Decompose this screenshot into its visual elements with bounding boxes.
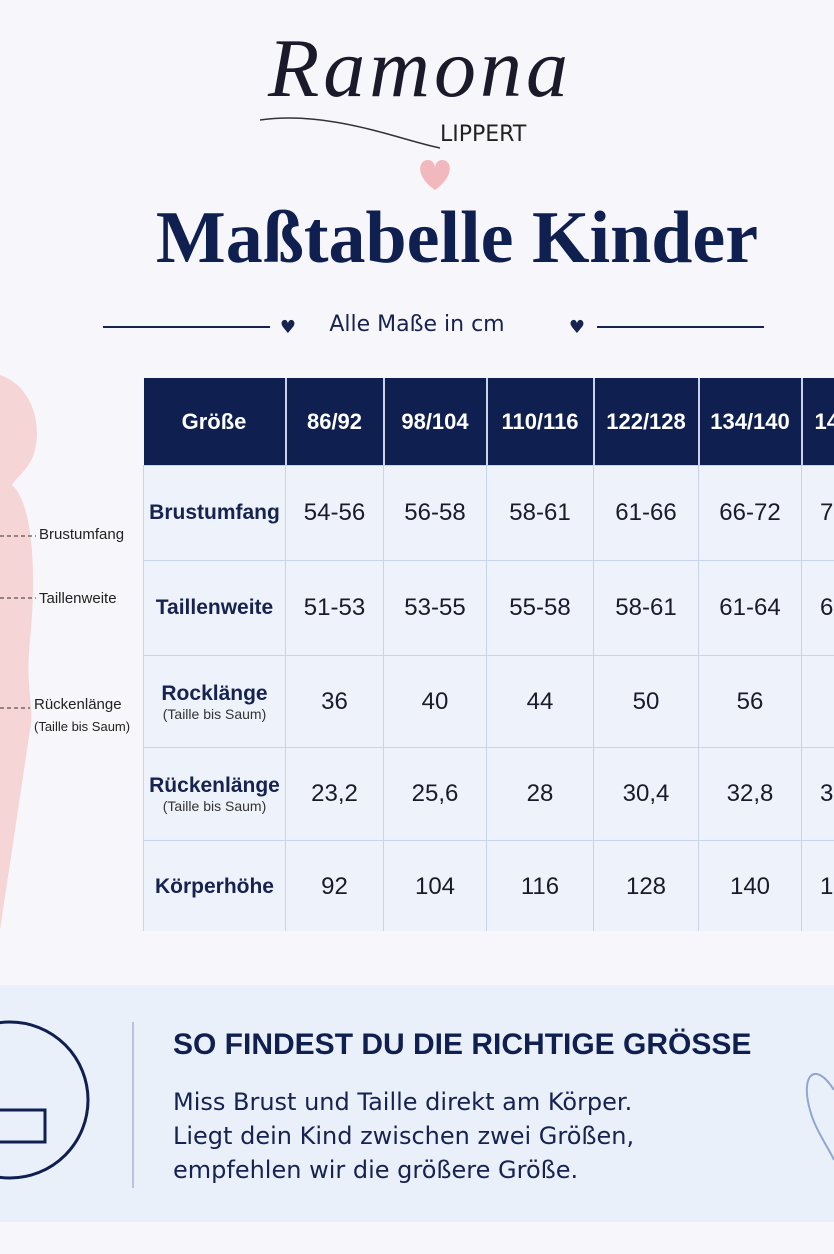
cell: 58-61 bbox=[486, 465, 594, 561]
tip-box bbox=[0, 985, 834, 1222]
row: Körperhöhe 92 104 116 128 140 1 bbox=[143, 840, 834, 931]
header-row: Größe 86/92 98/104 110/116 122/128 134/140 14 bbox=[143, 378, 834, 466]
row: Rückenlänge (Taille bis Saum) 23,2 25,6 28 30… bbox=[143, 747, 834, 841]
tip-line: Liegt dein Kind zwischen zwei Größen, bbox=[173, 1122, 635, 1150]
header-cell: 86/92 bbox=[285, 378, 385, 466]
cell: 3 bbox=[801, 747, 834, 841]
figure-label: Taillenweite bbox=[39, 590, 117, 607]
row: Brustumfang 54-56 56-58 58-61 61-66 66-72 7 bbox=[143, 465, 834, 561]
cell: 58-61 bbox=[593, 560, 699, 656]
cell: 55-58 bbox=[486, 560, 594, 656]
cell: 140 bbox=[698, 840, 802, 931]
cell: 6 bbox=[801, 560, 834, 656]
header-cell: Größe bbox=[143, 378, 287, 466]
heart-icon: ♥ bbox=[569, 317, 585, 338]
row: Rocklänge (Taille bis Saum) 36 40 44 50 56 bbox=[143, 655, 834, 748]
tip-heading: SO FINDEST DU DIE RICHTIGE GRÖSSE bbox=[173, 1028, 752, 1061]
header-cell: 14 bbox=[801, 378, 834, 466]
size-table: Größe 86/92 98/104 110/116 122/128 134/140 14 B… bbox=[143, 378, 834, 931]
row: Taillenweite 51-53 53-55 55-58 58-61 61-64 6 bbox=[143, 560, 834, 656]
cell: 92 bbox=[285, 840, 384, 931]
cell: 40 bbox=[383, 655, 487, 748]
cell: 44 bbox=[486, 655, 594, 748]
cell: 25,6 bbox=[383, 747, 487, 841]
cell: 104 bbox=[383, 840, 487, 931]
heart-outline bbox=[805, 1073, 834, 1161]
logo-name: LIPPERT bbox=[440, 122, 527, 147]
row-note: (Taille bis Saum) bbox=[162, 798, 267, 814]
logo-script: Ramona bbox=[268, 22, 572, 115]
figure-note: (Taille bis Saum) bbox=[34, 719, 131, 734]
heart-icon: ♥ bbox=[280, 317, 296, 338]
cell: 61-66 bbox=[593, 465, 699, 561]
cell: 1 bbox=[801, 840, 834, 931]
cell: 54-56 bbox=[285, 465, 384, 561]
row-label-text: Taillenweite bbox=[155, 596, 274, 619]
title: Maßtabelle Kinder bbox=[155, 197, 759, 279]
cell: 128 bbox=[593, 840, 699, 931]
tape-icon bbox=[0, 1108, 47, 1144]
cell: 116 bbox=[486, 840, 594, 931]
tape-icon bbox=[0, 1020, 90, 1180]
cell: 32,8 bbox=[698, 747, 802, 841]
row-label: Körperhöhe bbox=[143, 840, 286, 931]
row-label: Rocklänge (Taille bis Saum) bbox=[143, 655, 286, 748]
cell: 28 bbox=[486, 747, 594, 841]
cell: 53-55 bbox=[383, 560, 487, 656]
cell: 66-72 bbox=[698, 465, 802, 561]
cell: 7 bbox=[801, 465, 834, 561]
row-note: (Taille bis Saum) bbox=[162, 705, 267, 722]
row-label-text: Rocklänge bbox=[161, 681, 268, 705]
cell: 30,4 bbox=[593, 747, 699, 841]
tip-line: Miss Brust und Taille direkt am Körper. bbox=[173, 1088, 633, 1116]
header-cell: 98/104 bbox=[383, 378, 488, 466]
tip-line: empfehlen wir die größere Größe. bbox=[173, 1156, 579, 1184]
cell: 56 bbox=[698, 655, 802, 748]
figure-label: Rückenlänge bbox=[34, 696, 122, 713]
cell bbox=[801, 655, 834, 748]
cell: 56-58 bbox=[383, 465, 487, 561]
cell: 50 bbox=[593, 655, 699, 748]
measure-lines bbox=[0, 535, 36, 709]
cell: 36 bbox=[285, 655, 384, 748]
child-silhouette bbox=[0, 375, 37, 930]
row-label-text: Brustumfang bbox=[149, 501, 280, 524]
cell: 23,2 bbox=[285, 747, 384, 841]
row-label: Rückenlänge (Taille bis Saum) bbox=[143, 747, 286, 841]
cell: 61-64 bbox=[698, 560, 802, 656]
logo-swash bbox=[259, 117, 441, 149]
header-cell: 134/140 bbox=[698, 378, 803, 466]
header-cell: 110/116 bbox=[486, 378, 595, 466]
row-label-text: Rückenlänge bbox=[149, 774, 280, 797]
subtitle: Alle Maße in cm bbox=[329, 312, 505, 337]
cell: 51-53 bbox=[285, 560, 384, 656]
row-label: Taillenweite bbox=[143, 560, 286, 656]
row-label: Brustumfang bbox=[143, 465, 286, 561]
header-cell: 122/128 bbox=[593, 378, 700, 466]
table: Größe 86/92 98/104 110/116 122/128 134/140 14 B… bbox=[143, 378, 834, 931]
row-label-text: Körperhöhe bbox=[154, 874, 274, 898]
figure-label: Brustumfang bbox=[39, 526, 125, 543]
heart bbox=[420, 160, 450, 190]
